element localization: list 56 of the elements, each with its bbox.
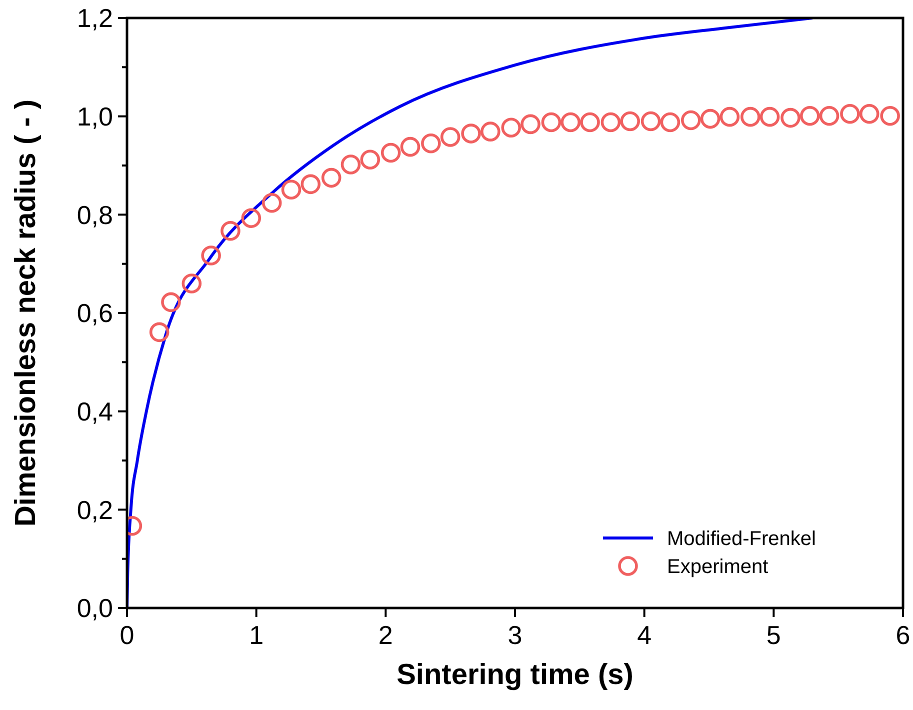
point (520, 114, 540, 134)
point (580, 112, 600, 132)
point (300, 174, 321, 194)
y-tick-label: 1,0 (76, 101, 113, 132)
y-tick-label: 0,4 (76, 396, 113, 426)
point (800, 106, 820, 126)
legend-label: Modified-Frenkel (667, 528, 816, 550)
point (680, 110, 701, 130)
y-tick-label: 0,2 (76, 494, 113, 525)
x-axis-title: Sintering time (s) (396, 659, 634, 691)
y-tick-label: 0,6 (76, 298, 113, 328)
point (182, 274, 202, 294)
point (400, 136, 420, 157)
point (600, 112, 621, 132)
point (360, 150, 380, 170)
point (501, 118, 522, 138)
x-tick-label: 5 (766, 620, 781, 650)
point (541, 112, 562, 132)
point (819, 106, 840, 126)
point (380, 142, 401, 163)
point (660, 112, 680, 132)
point (560, 112, 581, 132)
point (760, 106, 780, 127)
point (720, 106, 740, 127)
point (880, 106, 900, 126)
legend-label: Experiment (667, 556, 769, 578)
y-axis-title: Dimensionless neck radius ( - ) (10, 99, 42, 527)
x-tick-label: 6 (896, 620, 910, 650)
x-tick-label: 0 (120, 620, 134, 650)
point (440, 127, 460, 147)
point (780, 108, 800, 128)
point (281, 180, 302, 200)
point (262, 192, 282, 213)
x-tick-label: 3 (508, 620, 522, 650)
point (859, 104, 880, 124)
y-tick-label: 1,2 (76, 3, 113, 34)
point (480, 122, 500, 142)
point (620, 111, 640, 132)
point (161, 292, 181, 312)
x-tick-label: 4 (637, 620, 652, 650)
point (149, 322, 170, 342)
y-tick-label: 0,0 (76, 593, 113, 624)
point (340, 154, 361, 174)
point (220, 220, 240, 241)
point (321, 168, 342, 188)
point (640, 111, 661, 132)
x-tick-label: 2 (378, 620, 393, 650)
x-tick-label: 1 (249, 620, 264, 650)
point (201, 246, 221, 266)
point (421, 133, 441, 154)
point (700, 108, 720, 129)
point (740, 106, 760, 127)
y-tick-label: 0,8 (76, 200, 113, 230)
point (241, 208, 262, 228)
point (461, 124, 481, 144)
point (840, 104, 860, 124)
